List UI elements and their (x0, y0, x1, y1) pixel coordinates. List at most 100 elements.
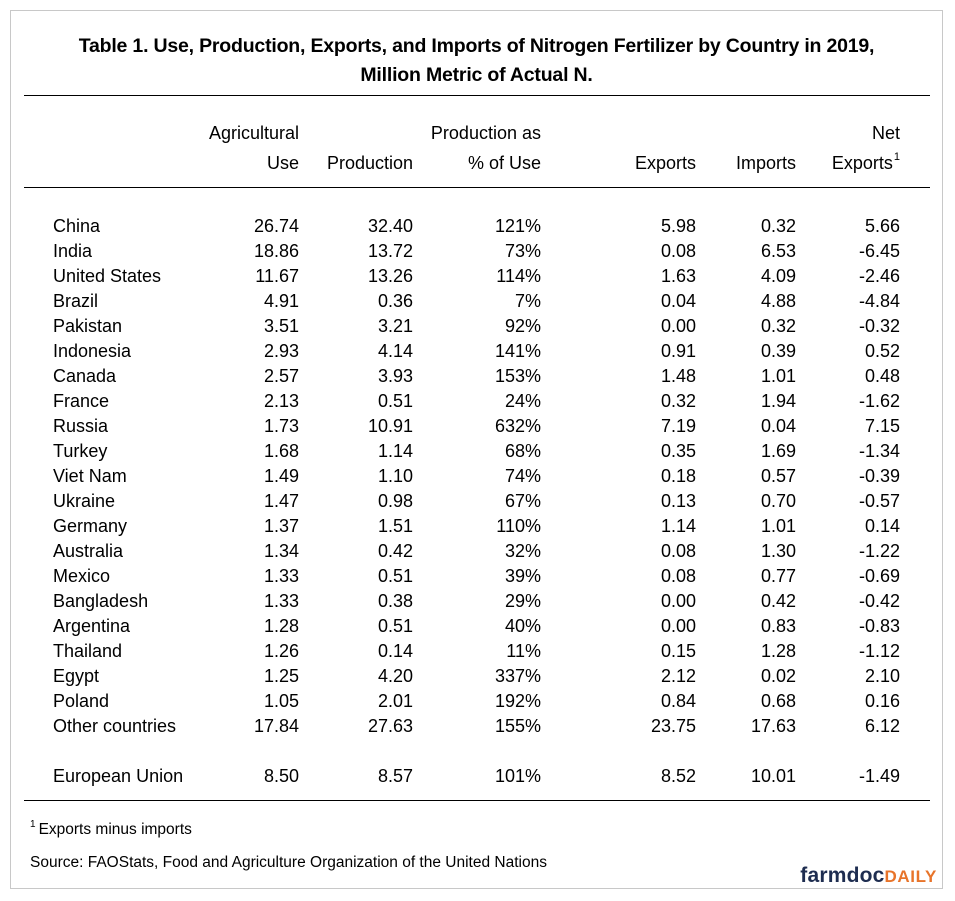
exports-cell: 0.08 (660, 241, 696, 261)
net-exports-cell: -0.83 (858, 616, 900, 636)
table-row: United States 11.67 13.26 114% 1.63 4.09 -2.46 (0, 264, 955, 289)
header-row-2: Use Production % of Use Exports Imports … (0, 148, 955, 178)
country-cell: India (53, 241, 93, 261)
country-cell: European Union (53, 766, 184, 786)
country-cell: France (53, 391, 110, 411)
use-cell: 1.28 (263, 616, 299, 636)
table-row: India 18.86 13.72 73% 0.08 6.53 -6.45 (0, 239, 955, 264)
pct-of-use-cell: 121% (494, 216, 541, 236)
production-cell: 4.20 (377, 666, 413, 686)
production-cell: 10.91 (367, 416, 413, 436)
exports-cell: 0.00 (660, 616, 696, 636)
imports-cell: 4.88 (760, 291, 796, 311)
use-cell: 1.47 (263, 491, 299, 511)
imports-cell: 1.01 (760, 516, 796, 536)
footnote-1-text: Exports minus imports (38, 821, 192, 838)
pct-of-use-cell: 141% (494, 341, 541, 361)
net-exports-cell: -0.32 (858, 316, 900, 336)
pct-of-use-cell: 24% (504, 391, 541, 411)
pct-of-use-cell: 68% (504, 441, 541, 461)
exports-cell: 5.98 (660, 216, 696, 236)
exports-cell: 1.48 (660, 366, 696, 386)
pct-of-use-cell: 192% (494, 691, 541, 711)
net-exports-cell: 0.48 (864, 366, 900, 386)
country-cell: Thailand (53, 641, 123, 661)
exports-cell: 0.04 (660, 291, 696, 311)
imports-cell: 10.01 (750, 766, 796, 786)
imports-cell: 0.57 (760, 466, 796, 486)
pct-of-use-cell: 29% (504, 591, 541, 611)
table-row: Turkey 1.68 1.14 68% 0.35 1.69 -1.34 (0, 439, 955, 464)
imports-cell: 1.94 (760, 391, 796, 411)
net-exports-cell: 0.14 (864, 516, 900, 536)
imports-cell: 1.28 (760, 641, 796, 661)
production-cell: 32.40 (367, 216, 413, 236)
table-row: Thailand 1.26 0.14 11% 0.15 1.28 -1.12 (0, 639, 955, 664)
country-cell: Viet Nam (53, 466, 127, 486)
net-exports-cell: -6.45 (858, 241, 900, 261)
pct-of-use-cell: 39% (504, 566, 541, 586)
net-exports-cell: -1.22 (858, 541, 900, 561)
logo-daily: DAILY (884, 867, 937, 886)
net-exports-cell: -0.69 (858, 566, 900, 586)
col-header-imports: Imports (735, 153, 796, 173)
table-row: Brazil 4.91 0.36 7% 0.04 4.88 -4.84 (0, 289, 955, 314)
country-cell: United States (53, 266, 162, 286)
title-rule (24, 95, 930, 96)
col-header-pct: % of Use (467, 153, 541, 173)
title-line-2: Million Metric of Actual N. (360, 64, 593, 86)
exports-cell: 0.08 (660, 541, 696, 561)
pct-of-use-cell: 153% (494, 366, 541, 386)
table-row: Ukraine 1.47 0.98 67% 0.13 0.70 -0.57 (0, 489, 955, 514)
net-exports-cell: -1.62 (858, 391, 900, 411)
pct-of-use-cell: 110% (496, 516, 541, 536)
exports-cell: 0.00 (660, 316, 696, 336)
pct-of-use-cell: 11% (506, 641, 541, 661)
table-row: Germany 1.37 1.51 110% 1.14 1.01 0.14 (0, 514, 955, 539)
production-cell: 0.42 (377, 541, 413, 561)
table-row: Canada 2.57 3.93 153% 1.48 1.01 0.48 (0, 364, 955, 389)
imports-cell: 6.53 (760, 241, 796, 261)
pct-of-use-cell: 101% (494, 766, 541, 786)
production-cell: 2.01 (377, 691, 413, 711)
country-cell: China (53, 216, 101, 236)
production-cell: 27.63 (367, 716, 413, 736)
production-cell: 1.14 (377, 441, 413, 461)
net-exports-cell: -1.49 (858, 766, 900, 786)
col-header-production: Production (326, 153, 413, 173)
use-cell: 2.93 (263, 341, 299, 361)
exports-cell: 8.52 (660, 766, 696, 786)
production-cell: 8.57 (377, 766, 413, 786)
imports-cell: 0.04 (760, 416, 796, 436)
use-cell: 3.51 (263, 316, 299, 336)
pct-of-use-cell: 67% (504, 491, 541, 511)
pct-of-use-cell: 32% (504, 541, 541, 561)
table-row: France 2.13 0.51 24% 0.32 1.94 -1.62 (0, 389, 955, 414)
country-cell: Australia (53, 541, 124, 561)
summary-row-european-union: European Union 8.50 8.57 101% 8.52 10.01 -1.49 (0, 764, 955, 789)
country-cell: Pakistan (53, 316, 123, 336)
exports-cell: 0.84 (660, 691, 696, 711)
country-cell: Other countries (53, 716, 177, 736)
exports-cell: 23.75 (650, 716, 696, 736)
use-cell: 26.74 (253, 216, 299, 236)
logo-farmdoc: farmdoc (800, 864, 885, 887)
net-exports-cell: -0.42 (858, 591, 900, 611)
net-exports-cell: -1.12 (858, 641, 900, 661)
col-header-exports: Exports (634, 153, 696, 173)
imports-cell: 0.32 (760, 216, 796, 236)
exports-cell: 0.32 (660, 391, 696, 411)
production-cell: 1.10 (377, 466, 413, 486)
exports-cell: 7.19 (660, 416, 696, 436)
production-cell: 1.51 (377, 516, 413, 536)
production-cell: 0.36 (377, 291, 413, 311)
use-cell: 11.67 (255, 266, 299, 286)
table-row: Argentina 1.28 0.51 40% 0.00 0.83 -0.83 (0, 614, 955, 639)
exports-cell: 1.14 (660, 516, 696, 536)
net-exports-cell: -0.57 (858, 491, 900, 511)
table-row: Mexico 1.33 0.51 39% 0.08 0.77 -0.69 (0, 564, 955, 589)
bottom-rule (24, 800, 930, 801)
net-exports-cell: 6.12 (864, 716, 900, 736)
net-exports-cell: -4.84 (858, 291, 900, 311)
net-exports-cell: 0.52 (864, 341, 900, 361)
